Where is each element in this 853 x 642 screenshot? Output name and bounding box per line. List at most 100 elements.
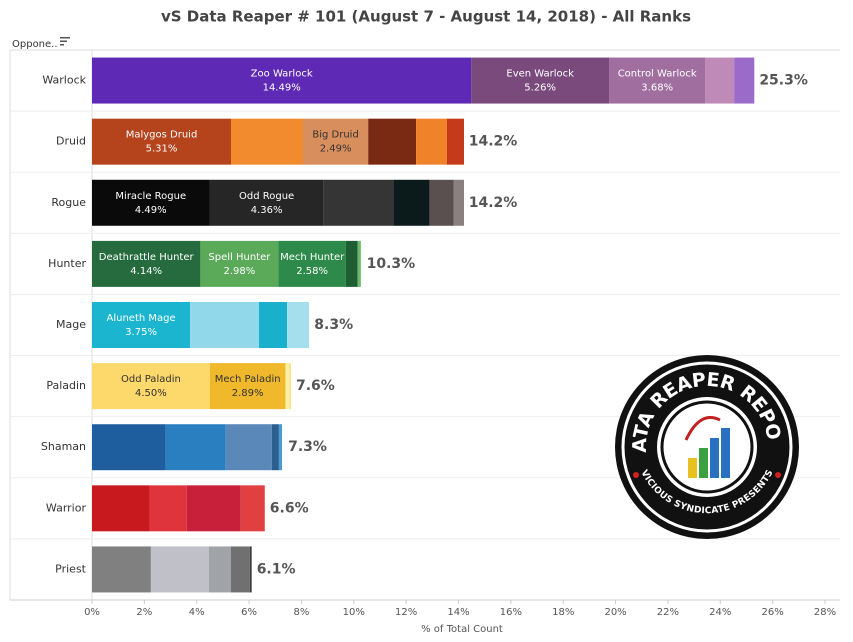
segment-name: Aluneth Mage: [107, 313, 176, 324]
row-header: Oppone..: [12, 39, 58, 50]
bar-segment: [429, 179, 454, 226]
bar-segment: [289, 363, 291, 410]
bar-segment: [230, 546, 250, 593]
total-label: 7.3%: [288, 439, 327, 455]
total-label: 6.1%: [257, 561, 296, 577]
segment-value-label: 5.31%: [146, 144, 178, 155]
bar-segment: [345, 240, 358, 287]
x-tick-label: 0%: [84, 607, 100, 618]
bar-segment: [92, 240, 201, 287]
x-tick-label: 28%: [814, 607, 836, 618]
segment-name: Mech Hunter: [280, 252, 345, 263]
bar-segment: [416, 118, 447, 165]
bar-segment: [92, 302, 191, 348]
segment-value-label: 3.75%: [125, 327, 157, 338]
bar-segment: [190, 302, 260, 348]
segment-name: Control Warlock: [618, 69, 697, 80]
x-tick-label: 14%: [447, 607, 469, 618]
bar-segment: [92, 546, 151, 593]
bar-segment: [92, 57, 472, 104]
bar-segment: [278, 240, 346, 287]
bar-segment: [278, 424, 283, 471]
bar-segment: [368, 118, 417, 165]
bar-segment: [259, 302, 288, 348]
bar-segment: [471, 57, 610, 104]
total-label: 6.6%: [270, 500, 309, 516]
x-tick-label: 10%: [343, 607, 365, 618]
bar-segment: [231, 118, 303, 165]
bar-segment: [705, 57, 735, 104]
category-label: Druid: [56, 135, 86, 148]
total-label: 14.2%: [469, 195, 518, 211]
segment-value-label: 5.26%: [524, 83, 556, 94]
segment-value-label: 2.89%: [232, 388, 264, 399]
category-label: Shaman: [41, 440, 86, 453]
segment-value-label: 3.68%: [641, 83, 673, 94]
segment-name: Odd Paladin: [121, 374, 181, 385]
bar-segment: [149, 485, 187, 532]
x-tick-label: 26%: [762, 607, 784, 618]
bar-segment: [271, 424, 279, 471]
bar-segment: [453, 179, 464, 226]
bar-segment: [249, 546, 252, 593]
segment-name: Even Warlock: [506, 69, 574, 80]
x-tick-label: 16%: [500, 607, 522, 618]
bar-segment: [734, 57, 755, 104]
x-tick-label: 12%: [395, 607, 417, 618]
x-tick-label: 20%: [604, 607, 626, 618]
bar-segment: [92, 179, 210, 226]
category-label: Warrior: [46, 501, 87, 514]
category-label: Paladin: [46, 379, 86, 392]
segment-value-label: 2.58%: [296, 266, 328, 277]
bar-segment: [92, 363, 210, 410]
segment-name: Malygos Druid: [126, 130, 198, 141]
bar-segment: [92, 118, 232, 165]
segment-value-label: 4.14%: [130, 266, 162, 277]
segment-name: Odd Rogue: [239, 191, 294, 202]
x-tick-label: 4%: [189, 607, 205, 618]
segment-name: Mech Paladin: [215, 374, 281, 385]
segment-value-label: 4.36%: [251, 205, 283, 216]
total-label: 10.3%: [367, 256, 416, 272]
bar-segment: [200, 240, 279, 287]
bar-segment: [446, 118, 464, 165]
bar-segment: [165, 424, 226, 471]
segment-value-label: 4.50%: [135, 388, 167, 399]
total-label: 14.2%: [469, 134, 518, 150]
bar-segment: [92, 424, 166, 471]
segment-value-label: 2.49%: [320, 144, 352, 155]
segment-value-label: 14.49%: [263, 83, 301, 94]
bar-segment: [92, 485, 150, 532]
x-tick-label: 18%: [552, 607, 574, 618]
sort-icon[interactable]: [60, 37, 70, 46]
bar-segment: [209, 363, 286, 410]
x-axis-title: % of Total Count: [421, 624, 503, 635]
segment-name: Zoo Warlock: [251, 69, 313, 80]
bar-segment: [287, 302, 310, 348]
segment-value-label: 2.98%: [223, 266, 255, 277]
total-label: 7.6%: [296, 378, 335, 394]
category-label: Priest: [55, 562, 87, 575]
category-label: Rogue: [51, 196, 86, 209]
bar-segment: [609, 57, 706, 104]
bar-segment: [357, 240, 361, 287]
segment-name: Spell Hunter: [208, 252, 271, 263]
bar-segment: [150, 546, 209, 593]
bar-segment: [323, 179, 394, 226]
bar-segment: [285, 363, 290, 410]
category-label: Hunter: [48, 257, 86, 270]
bar-segment: [302, 118, 369, 165]
bar-segment: [240, 485, 265, 532]
bar-segment: [209, 179, 324, 226]
x-tick-label: 2%: [136, 607, 152, 618]
bar-segment: [186, 485, 241, 532]
segment-name: Big Druid: [312, 130, 358, 141]
segment-name: Miracle Rogue: [115, 191, 186, 202]
x-tick-label: 8%: [293, 607, 309, 618]
x-tick-label: 22%: [657, 607, 679, 618]
total-label: 25.3%: [759, 73, 808, 89]
x-tick-label: 24%: [709, 607, 731, 618]
category-label: Warlock: [42, 74, 86, 87]
chart-title: vS Data Reaper # 101 (August 7 - August …: [161, 8, 691, 26]
